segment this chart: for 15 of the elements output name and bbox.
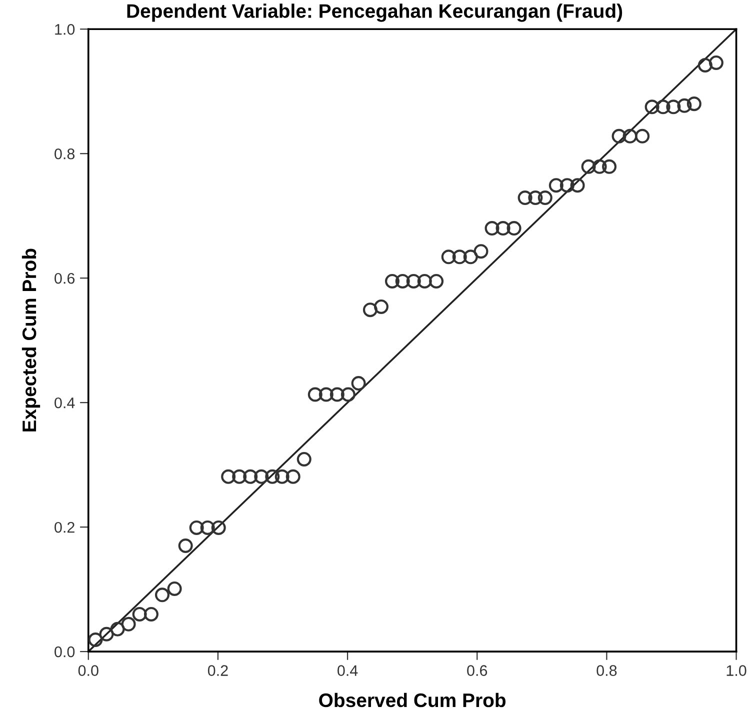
x-axis-title: Observed Cum Prob (319, 692, 506, 708)
y-tick-label: 0.8 (54, 148, 75, 160)
y-tick-label: 0.4 (54, 397, 75, 408)
y-tick-label: 0.0 (54, 646, 75, 658)
y-tick-label: 0.2 (54, 522, 74, 533)
y-axis-title: Expected Cum Prob (22, 248, 40, 432)
y-tick-label: 0.6 (54, 272, 75, 284)
y-tick-label: 1.0 (55, 24, 75, 35)
x-tick-label: 0.6 (467, 665, 488, 676)
x-tick-label: 1.0 (726, 665, 746, 676)
x-tick-label: 0.4 (338, 665, 358, 676)
x-tick-label: 0.2 (208, 665, 228, 676)
x-tick-label: 0.8 (596, 665, 617, 676)
x-tick-label: 0.0 (78, 665, 98, 676)
chart-title: Dependent Variable: Pencegahan Kecurangan (Fraud) (127, 4, 622, 22)
